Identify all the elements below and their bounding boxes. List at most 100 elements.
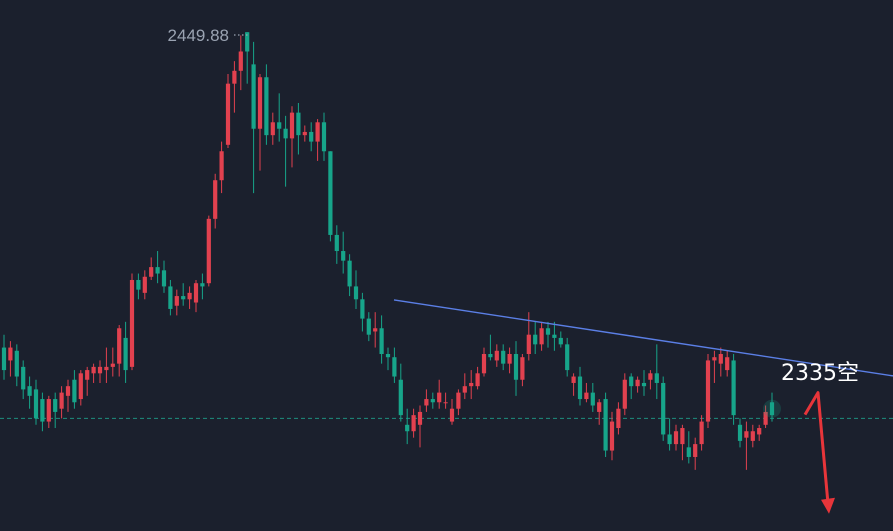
candle (507, 347, 512, 374)
candle-body (641, 382, 647, 387)
candle (577, 366, 583, 406)
candle-body (251, 64, 256, 129)
candle-body (501, 350, 506, 364)
candle (334, 225, 339, 264)
candle (718, 347, 723, 377)
candle (654, 344, 659, 400)
candle (21, 360, 26, 400)
candle-body (507, 354, 512, 364)
candle-body (392, 357, 397, 377)
candle (590, 382, 595, 412)
candle-body (373, 328, 378, 332)
candle-body (27, 386, 32, 396)
candle-body (97, 366, 103, 374)
candle-body (475, 373, 480, 387)
candle (475, 366, 480, 390)
candle-body (315, 122, 320, 142)
candle (609, 411, 615, 461)
candle (123, 321, 128, 383)
candle (488, 334, 493, 361)
candle-body (680, 428, 685, 445)
candle (315, 119, 320, 161)
candle (424, 389, 429, 412)
candle-body (33, 389, 39, 419)
candle-body (53, 399, 58, 412)
candle-body (14, 350, 19, 377)
candle (392, 347, 397, 383)
candle-body (411, 415, 416, 432)
candle-body (526, 334, 531, 354)
candle-body (571, 376, 576, 383)
candle-body (712, 357, 717, 361)
candle (763, 405, 768, 429)
candle (725, 350, 730, 377)
candle (385, 347, 391, 371)
candle (33, 379, 39, 425)
candle-body (565, 344, 570, 371)
candle (341, 231, 346, 274)
candle (481, 347, 487, 377)
forecast-arrow-path (803, 391, 830, 504)
candle-body (1, 347, 7, 371)
candle (328, 151, 333, 242)
candle-body (341, 251, 346, 261)
candle-body (398, 379, 403, 416)
candle-body (174, 296, 179, 306)
candle-body (264, 77, 269, 136)
candle (225, 74, 231, 149)
candle-body (584, 392, 589, 400)
candle (270, 112, 275, 145)
candle-body (603, 399, 608, 451)
candle (411, 408, 416, 438)
candle (117, 325, 122, 377)
candle (168, 279, 173, 316)
candle (219, 141, 224, 194)
candle (603, 392, 608, 457)
candle (78, 370, 83, 406)
candle-body (245, 32, 250, 52)
candle-body (405, 424, 410, 432)
forecast-arrow-head (821, 497, 835, 514)
candle (667, 418, 672, 451)
candle (360, 292, 365, 332)
candle (245, 32, 250, 84)
candle-body (725, 357, 730, 371)
candle (110, 347, 115, 377)
candle (648, 370, 653, 390)
candle-body (117, 328, 122, 364)
candle (296, 102, 301, 155)
candle-body (283, 128, 288, 139)
candle-body (136, 279, 141, 290)
candle (181, 283, 186, 306)
candle (200, 273, 205, 300)
candle (353, 270, 359, 309)
candle-body (334, 234, 339, 252)
candle (366, 312, 371, 342)
candle-body (686, 447, 691, 457)
candle (289, 106, 295, 168)
candle (501, 344, 506, 371)
candle (232, 61, 237, 113)
candle-body (85, 370, 90, 380)
candle-body (123, 337, 128, 371)
candle-body (545, 328, 551, 335)
candle-body (347, 260, 352, 287)
candle (616, 402, 621, 435)
candle-body (385, 354, 391, 358)
candle-body (616, 408, 621, 429)
candle (693, 437, 698, 470)
candle (59, 386, 64, 419)
candle-body (731, 360, 736, 416)
candle (539, 321, 544, 351)
candle-body (168, 286, 173, 309)
candle (737, 418, 743, 448)
candle-body (46, 399, 51, 422)
candle (149, 257, 154, 280)
candle-body (219, 151, 224, 181)
candle-body (302, 131, 307, 136)
candle-body (8, 347, 13, 361)
candle (65, 379, 71, 412)
candle-body (110, 363, 115, 367)
candle-body (213, 180, 218, 219)
